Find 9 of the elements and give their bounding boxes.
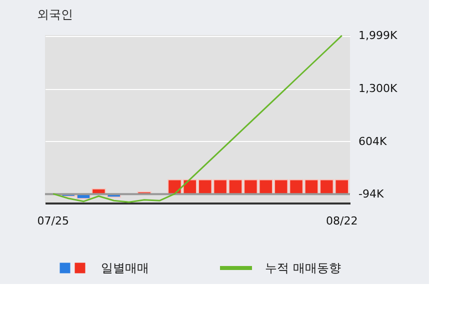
chart-title: 외국인: [36, 8, 73, 22]
y-tick-label: 1,300K: [358, 82, 398, 96]
legend-label: 일별매매: [101, 261, 149, 275]
y-tick-label: 604K: [358, 134, 388, 148]
legend-label: 누적 매매동향: [265, 261, 341, 275]
x-tick-label: 07/25: [37, 214, 69, 228]
x-tick-label: 08/22: [326, 214, 358, 228]
y-tick-label: -94K: [358, 188, 384, 201]
y-tick-label: 1,999K: [358, 29, 398, 42]
